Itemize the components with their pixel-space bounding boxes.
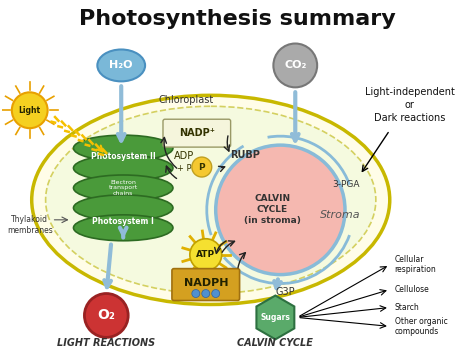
Text: CO₂: CO₂ <box>284 60 307 71</box>
Text: ATP: ATP <box>196 250 215 259</box>
Text: Photosystem II: Photosystem II <box>91 152 155 160</box>
Ellipse shape <box>73 195 173 221</box>
Circle shape <box>202 290 210 298</box>
Text: + P: + P <box>177 164 191 173</box>
Circle shape <box>212 290 219 298</box>
Ellipse shape <box>73 135 173 161</box>
Text: Photosynthesis summary: Photosynthesis summary <box>79 9 396 29</box>
Text: LIGHT REACTIONS: LIGHT REACTIONS <box>57 338 155 348</box>
Text: Chloroplast: Chloroplast <box>158 95 213 105</box>
FancyBboxPatch shape <box>163 119 231 147</box>
Text: H₂O: H₂O <box>109 60 133 71</box>
Text: G3P: G3P <box>275 286 295 297</box>
Text: RUBP: RUBP <box>231 150 261 160</box>
Text: P: P <box>199 163 205 172</box>
Text: Cellular
respiration: Cellular respiration <box>395 255 437 274</box>
Text: Other organic
compounds: Other organic compounds <box>395 317 447 336</box>
Circle shape <box>84 293 128 337</box>
Ellipse shape <box>32 95 390 304</box>
Text: CALVIN
CYCLE
(in stroma): CALVIN CYCLE (in stroma) <box>244 194 301 225</box>
FancyBboxPatch shape <box>172 269 239 300</box>
Text: Cellulose: Cellulose <box>395 285 429 294</box>
Circle shape <box>273 44 317 87</box>
Circle shape <box>190 239 222 271</box>
Text: ADP: ADP <box>174 151 194 161</box>
Text: Starch: Starch <box>395 303 419 312</box>
Ellipse shape <box>73 175 173 201</box>
Circle shape <box>216 145 345 274</box>
Circle shape <box>12 92 47 128</box>
Ellipse shape <box>73 215 173 241</box>
Text: O₂: O₂ <box>97 309 115 323</box>
Text: NADP⁺: NADP⁺ <box>179 128 215 138</box>
Ellipse shape <box>97 49 145 81</box>
Text: Photosystem I: Photosystem I <box>92 217 154 226</box>
Text: CALVIN CYCLE: CALVIN CYCLE <box>237 338 313 348</box>
Text: Sugars: Sugars <box>260 313 290 322</box>
Text: 3-PGA: 3-PGA <box>332 180 360 190</box>
Text: NADPH: NADPH <box>183 278 228 287</box>
Circle shape <box>192 157 212 177</box>
Ellipse shape <box>46 106 376 293</box>
Text: Electron
transport
chains: Electron transport chains <box>109 180 138 196</box>
Polygon shape <box>256 296 294 339</box>
Text: Light-independent
or
Dark reactions: Light-independent or Dark reactions <box>365 87 455 124</box>
Text: Stroma: Stroma <box>320 210 360 220</box>
Circle shape <box>192 290 200 298</box>
Ellipse shape <box>73 155 173 181</box>
Text: Light: Light <box>18 106 41 115</box>
Text: Thylakoid
membranes: Thylakoid membranes <box>7 215 53 235</box>
